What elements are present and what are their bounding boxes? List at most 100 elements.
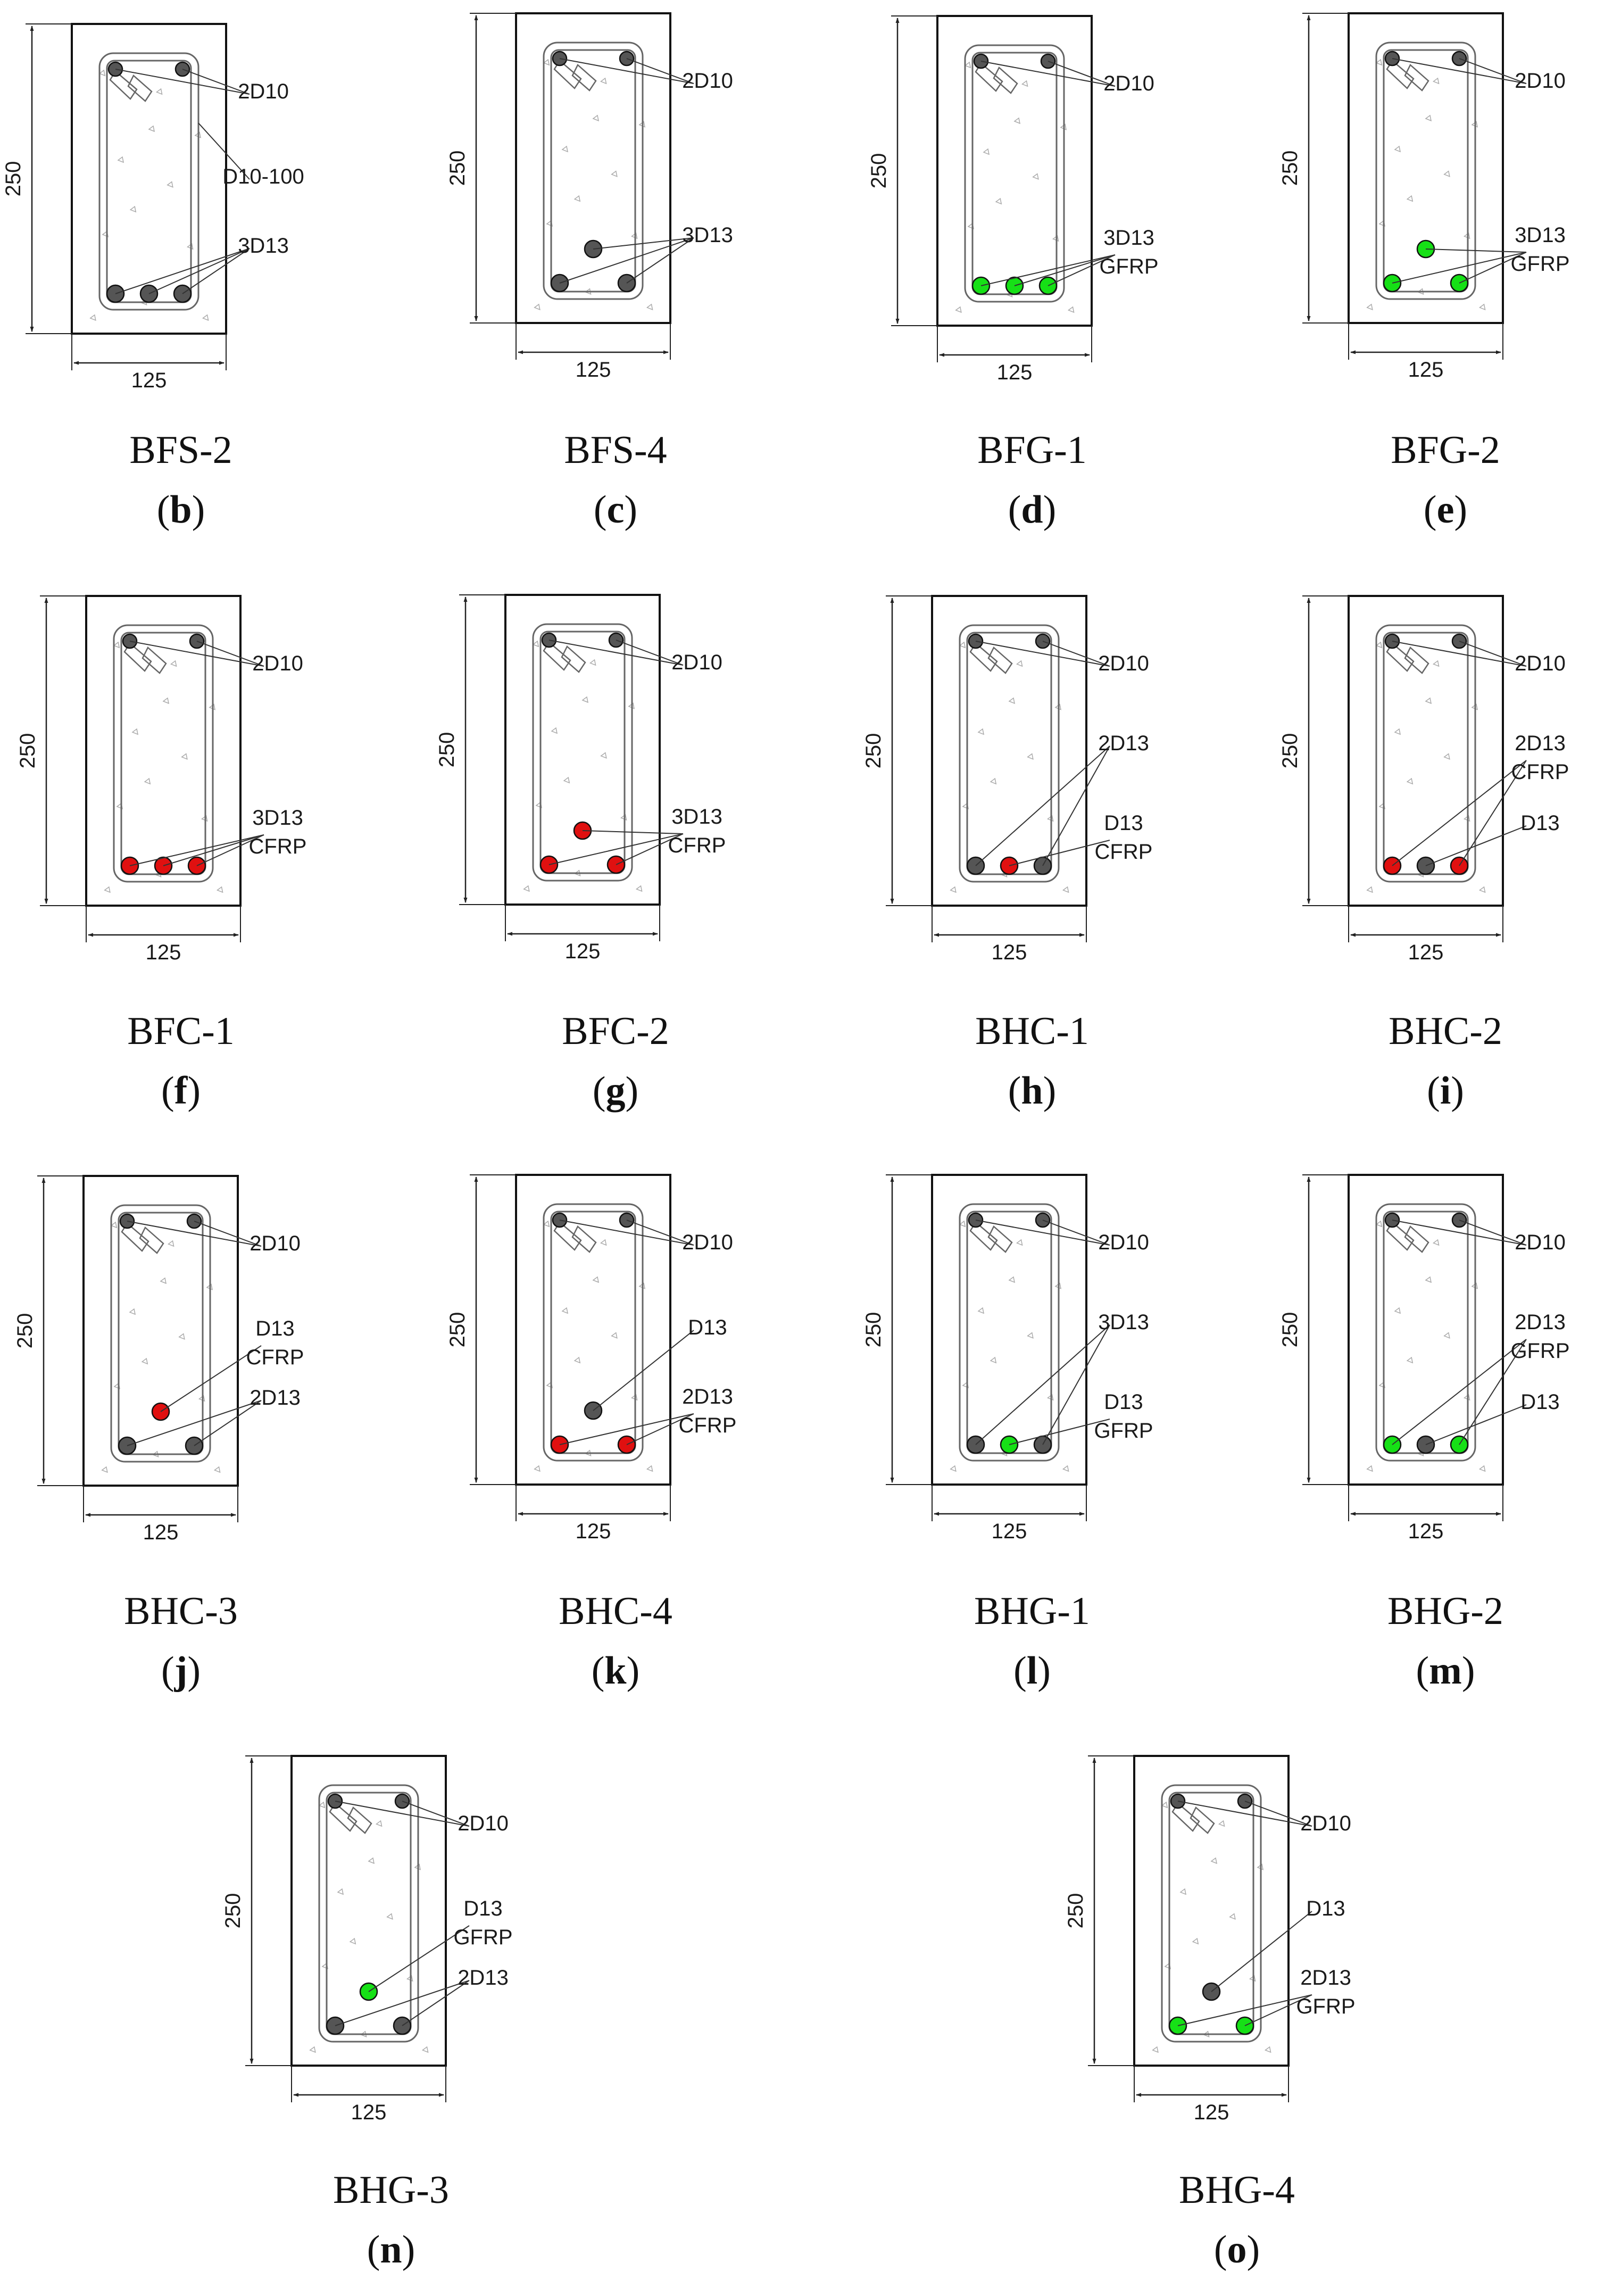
leader-line [1042, 641, 1110, 667]
stirrup-hook [975, 62, 1018, 94]
leader-line [559, 58, 694, 84]
rebar-label: 2D10 [238, 80, 289, 103]
width-label: 125 [131, 369, 167, 392]
leader-line [127, 1221, 262, 1247]
specimen-name: BFC-1 [127, 1009, 235, 1053]
leader-line [626, 58, 694, 84]
height-label: 250 [446, 151, 469, 186]
rebar-label: 2D10 [1515, 1231, 1566, 1254]
subfigure-letter: (b) [157, 488, 205, 532]
leader-line [593, 1330, 694, 1411]
leader-line [1459, 58, 1527, 84]
section-bhg-3: 2D10 D13 GFRP 2D13 250 125 BHG-3 (n) [221, 1755, 513, 2272]
height-label: 250 [1278, 151, 1302, 186]
rebar-label: 2D10 [1098, 652, 1149, 675]
rebar-label: D13 [1306, 1897, 1345, 1920]
leader-line [1392, 252, 1527, 284]
stirrup-hook [969, 642, 1013, 674]
width-label: 125 [997, 361, 1033, 384]
width-label: 125 [351, 2101, 387, 2124]
rebar-label: 2D13 [682, 1385, 733, 1408]
leader-line [1177, 1801, 1312, 1827]
leader-line [1392, 1339, 1527, 1445]
stirrup-inner [1168, 1792, 1254, 2035]
width-label: 125 [1408, 358, 1444, 382]
specimen-name: BFC-2 [562, 1009, 669, 1053]
subfigure-letter: (j) [161, 1649, 201, 1693]
specimen-name: BFS-4 [564, 428, 667, 472]
section-bfs-4: 2D10 3D13 250 125 BFS-4 (c) [446, 12, 733, 532]
leader-line [127, 1400, 262, 1446]
leader-line [1459, 641, 1527, 667]
section-bfs-2: 2D10 D10-100 3D13 250 125 BFS-2 (b) [2, 23, 304, 532]
width-label: 125 [143, 1521, 179, 1544]
leader-line [1009, 1419, 1110, 1445]
rebar-label: D10-100 [222, 165, 304, 188]
rebar-label: 3D13 [671, 805, 722, 828]
beam-outline [290, 1755, 447, 2067]
leader-line [1459, 252, 1527, 284]
leader-line [194, 1221, 262, 1247]
rebar-label: GFRP [1510, 252, 1569, 276]
section-bhg-2: 2D10 2D13 GFRP D13 250 125 BHG-2 (m) [1278, 1174, 1570, 1693]
section-bfg-1: 2D10 3D13 GFRP 250 125 BFG-1 (d) [867, 15, 1159, 532]
stirrup-outer [959, 1203, 1060, 1462]
width-label: 125 [1408, 941, 1444, 964]
section-bhc-1: 2D10 2D13 D13 CFRP 250 125 BHC-1 (h) [862, 595, 1152, 1113]
leader-line [163, 834, 264, 866]
leader-line [1211, 1911, 1312, 1992]
leader-line [975, 745, 1110, 866]
stirrup-hook [123, 642, 167, 674]
rebar-label: 2D10 [1300, 1812, 1351, 1835]
subfigure-letter: (c) [594, 488, 637, 532]
height-label: 250 [435, 732, 459, 768]
leader-line [402, 1801, 470, 1827]
stirrup-outer [532, 623, 633, 882]
stirrup-outer [964, 44, 1065, 303]
specimen-name: BHG-1 [974, 1589, 1090, 1633]
leader-line [1459, 1220, 1527, 1246]
stirrup-inner [326, 1792, 412, 2035]
height-label: 250 [1278, 733, 1302, 769]
leader-line [616, 640, 684, 666]
rebar-label: 3D13 [238, 234, 289, 258]
stirrup-outer [98, 52, 199, 311]
rebar-label: 2D13 [250, 1386, 301, 1410]
stirrup-inner [1383, 49, 1469, 293]
leader-line [626, 237, 694, 284]
rebar-label: 2D10 [250, 1232, 301, 1255]
specimen-name: BFS-2 [129, 428, 232, 472]
rebar-label: D13 [255, 1317, 294, 1340]
height-label: 250 [13, 1313, 37, 1349]
specimen-name: BFG-1 [977, 428, 1087, 472]
specimen-name: BHC-4 [559, 1589, 672, 1633]
leader-line [402, 1980, 470, 2026]
subfigure-letter: (m) [1416, 1649, 1475, 1693]
rebar-label: 2D10 [1103, 72, 1154, 95]
rebar-label: D13 [688, 1316, 727, 1339]
rebar-label: 3D13 [682, 223, 733, 247]
rebar-label: 3D13 [1515, 223, 1566, 247]
specimen-name: BHC-3 [124, 1589, 238, 1633]
subfigure-letter: (e) [1424, 488, 1467, 532]
width-label: 125 [992, 941, 1027, 964]
leader-line [1425, 825, 1527, 866]
leader-line [1392, 641, 1527, 667]
section-bfc-1: 2D10 3D13 CFRP 250 125 BFC-1 (f) [16, 595, 306, 1113]
rebar-label: D13 [1520, 1390, 1559, 1414]
subfigure-letter: (f) [161, 1069, 201, 1113]
rebar-label: 2D13 [1515, 1311, 1566, 1334]
stirrup-outer [1161, 1784, 1262, 2043]
specimen-name: BHC-1 [975, 1009, 1089, 1053]
leader-line [129, 641, 264, 667]
rebar-label: GFRP [1296, 1995, 1355, 2018]
beam-outline [515, 1174, 671, 1486]
specimen-name: BHG-2 [1387, 1589, 1503, 1633]
leader-line [548, 640, 684, 666]
beam-outline [1348, 12, 1504, 324]
section-bhg-1: 2D10 3D13 D13 GFRP 250 125 BHG-1 (l) [862, 1174, 1153, 1693]
rebar-label: 2D13 [1515, 732, 1566, 755]
rebar-label: CFRP [668, 834, 726, 857]
beam-outline [82, 1175, 239, 1487]
subfigure-letter: (g) [593, 1069, 638, 1113]
